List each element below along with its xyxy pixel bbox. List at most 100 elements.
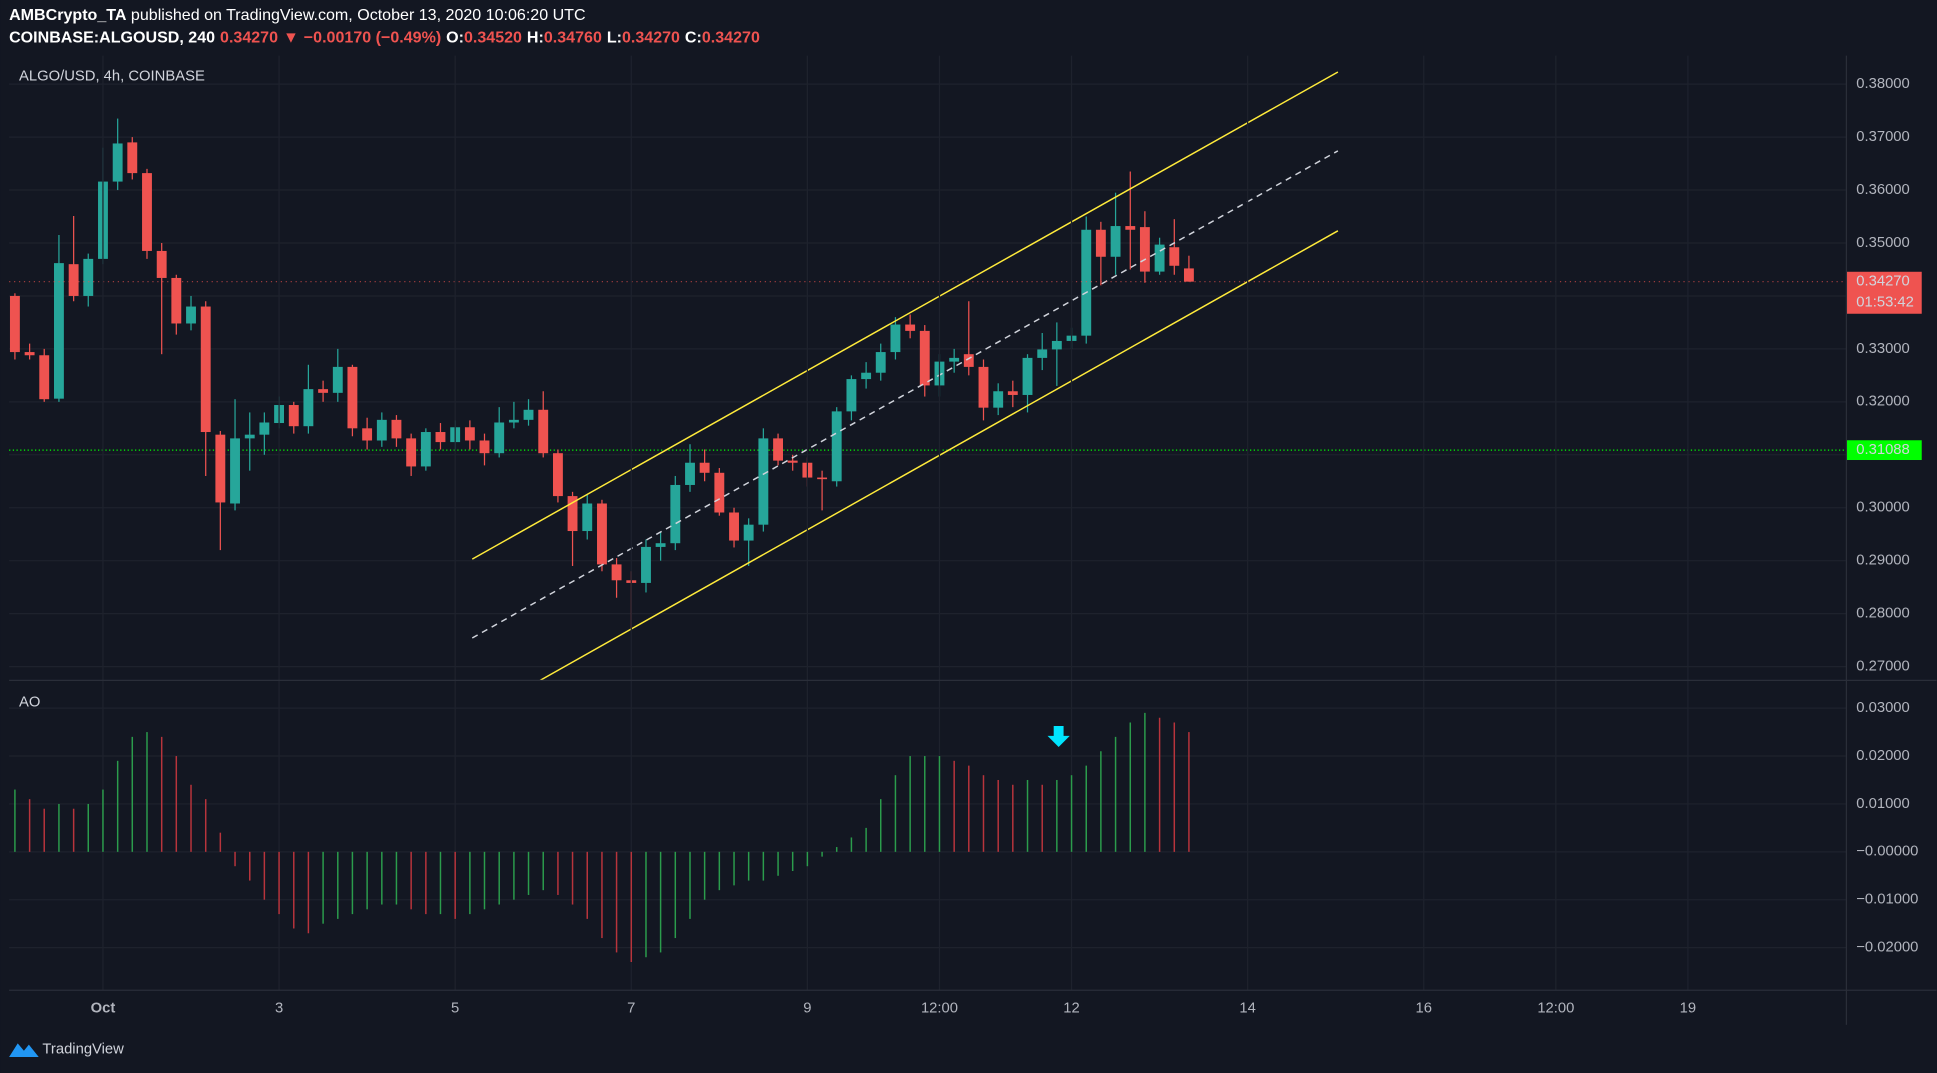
channel-line [471, 71, 1339, 560]
channel-line [471, 150, 1339, 639]
candle-body [259, 422, 270, 435]
y-tick-label: 0.38000 [1856, 76, 1910, 92]
candle-body [787, 460, 798, 463]
candle-body [1095, 229, 1106, 257]
y-tick-label: 0.03000 [1856, 700, 1910, 716]
candle-body [1169, 247, 1180, 266]
x-tick-label: 9 [803, 1001, 811, 1017]
logo-icon [9, 1043, 39, 1057]
last-price-label: 0.34270 [1856, 274, 1910, 290]
candle-body [743, 524, 754, 541]
x-tick-label: 14 [1239, 1001, 1255, 1017]
y-tick-label: −0.00000 [1856, 844, 1918, 860]
candle-body [494, 422, 505, 454]
candle-body [479, 440, 490, 454]
candle-body [729, 512, 739, 541]
y-tick-label: 0.36000 [1856, 182, 1910, 198]
candle-body [1051, 340, 1062, 350]
y-tick-label: 0.29000 [1856, 553, 1910, 569]
candle-body [582, 503, 593, 532]
symbol: COINBASE:ALGOUSD, 240 [9, 29, 215, 47]
candle-body [1183, 268, 1194, 282]
candle-body [1007, 391, 1018, 395]
candle-body [230, 438, 240, 504]
candle-body [156, 250, 167, 278]
candle-body [362, 428, 373, 441]
x-tick-label: 19 [1680, 1001, 1696, 1017]
pane-title: ALGO/USD, 4h, COINBASE [19, 68, 205, 84]
y-tick-label: 0.02000 [1856, 748, 1910, 764]
c: 0.34270 [702, 29, 760, 47]
l: 0.34270 [622, 29, 680, 47]
signal-arrow [1047, 726, 1070, 748]
c-label: C: [685, 29, 702, 47]
candle-body [1110, 226, 1121, 257]
y-tick-label: 0.28000 [1856, 606, 1910, 622]
candle-body [142, 173, 152, 251]
publish-line: AMBCrypto_TA published on TradingView.co… [9, 6, 585, 24]
candle-body [714, 472, 725, 513]
y-tick-label: 0.01000 [1856, 796, 1910, 812]
candle-body [420, 432, 431, 467]
candle-body [112, 143, 123, 182]
candle-body [523, 409, 534, 420]
x-tick-label: 3 [275, 1001, 283, 1017]
last-price-badge [1846, 271, 1922, 314]
candle-body [890, 324, 901, 353]
candle-body [435, 432, 446, 443]
candle-body [24, 352, 35, 356]
x-tick-label: 5 [451, 1001, 459, 1017]
candle-body [963, 354, 974, 367]
candle-body [1125, 226, 1136, 230]
candle-body [1154, 244, 1165, 272]
arrow: ▼ [283, 29, 299, 47]
candle-body [552, 453, 563, 497]
countdown: 01:53:42 [1856, 295, 1914, 311]
candle-body [538, 409, 549, 454]
brand: TradingView [42, 1041, 124, 1057]
candle-body [875, 352, 886, 373]
change: −0.00170 (−0.49%) [304, 29, 441, 47]
candle-body [670, 484, 681, 544]
candle-body [83, 258, 94, 296]
x-tick-label: 12:00 [921, 1001, 958, 1017]
y-tick-label: 0.30000 [1856, 500, 1910, 516]
candle-body [186, 306, 196, 324]
last: 0.34270 [220, 29, 278, 47]
candle-body [655, 543, 666, 547]
y-tick-label: 0.32000 [1856, 394, 1910, 410]
candle-body [406, 438, 417, 467]
candle-body [347, 366, 358, 429]
candle-body [685, 462, 695, 485]
candle-body [699, 462, 710, 473]
x-tick-label: Oct [91, 1001, 116, 1017]
ref-price-badge [1846, 440, 1922, 461]
symbol-line: COINBASE:ALGOUSD, 240 0.34270 ▼ −0.00170 (−… [9, 29, 760, 47]
o: 0.34520 [464, 29, 522, 47]
candle-body [244, 434, 255, 439]
x-tick-label: 12 [1063, 1001, 1079, 1017]
x-tick-label: 12:00 [1537, 1001, 1574, 1017]
candle-body [288, 405, 299, 427]
pane-title: AO [19, 694, 40, 710]
candle-body [215, 434, 226, 503]
y-tick-label: 0.35000 [1856, 235, 1910, 251]
h-label: H: [527, 29, 544, 47]
candle-body [171, 277, 182, 324]
candle-body [53, 263, 64, 399]
candle-body [758, 438, 769, 525]
candle-body [200, 306, 211, 433]
candle-body [919, 330, 930, 386]
candle-body [39, 355, 50, 400]
candle-body [1022, 357, 1033, 395]
y-tick-label: 0.27000 [1856, 658, 1910, 674]
candle-body [376, 419, 387, 441]
y-tick-label: −0.02000 [1856, 940, 1918, 956]
candle-body [597, 503, 607, 565]
footer-logo: TradingView [9, 1041, 124, 1057]
candle-body [1081, 229, 1092, 336]
candle-body [773, 438, 784, 461]
l-label: L: [607, 29, 622, 47]
